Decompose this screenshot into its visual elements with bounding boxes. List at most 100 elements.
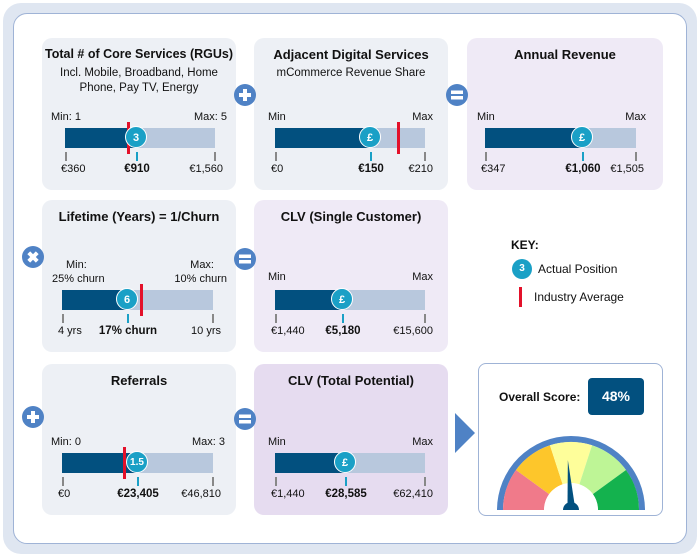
max-tick [635, 152, 637, 161]
card-subtitle-line1: Incl. Mobile, Broadband, Home [60, 67, 218, 79]
equals-operator-icon [234, 408, 256, 430]
min-value-label: €360 [61, 163, 86, 175]
key-actual-position-label: Actual Position [538, 262, 618, 276]
max-tick [424, 477, 426, 486]
card-title: CLV (Total Potential) [288, 373, 414, 388]
equals-operator-icon [446, 84, 468, 106]
industry-average-marker-icon [519, 287, 522, 307]
bar-track [275, 128, 425, 148]
value-tick [127, 314, 129, 323]
max-value-label: €210 [408, 163, 433, 175]
current-value-label: €910 [124, 163, 150, 175]
bar-fill [62, 453, 138, 473]
card-clv-total: CLV (Total Potential) Min Max £ €1,440 €28… [254, 364, 448, 515]
card-annual-revenue: Annual Revenue Min Max £ €347 €1,060 €1,505 [467, 38, 663, 190]
card-subtitle: mCommerce Revenue Share [276, 67, 426, 79]
actual-position-marker: 3 [125, 126, 147, 148]
min-tick [62, 314, 64, 323]
min-value-label: €1,440 [271, 325, 305, 337]
gauge-needle [567, 460, 575, 505]
max-label-line1: Max: [190, 259, 214, 271]
max-tick [212, 314, 214, 323]
value-tick [370, 152, 372, 161]
min-label: Min [268, 271, 286, 283]
min-tick [65, 152, 67, 161]
max-value-label: €15,600 [393, 325, 433, 337]
min-value-label: €0 [58, 488, 71, 500]
gauge-segment [549, 442, 593, 485]
max-tick [424, 314, 426, 323]
overall-score-panel: Overall Score: 48% [478, 363, 663, 516]
max-value-label: €1,505 [610, 163, 644, 175]
max-tick [214, 152, 216, 161]
plus-operator-icon [22, 406, 44, 428]
bar-fill [275, 128, 371, 148]
card-subtitle-line2: Phone, Pay TV, Energy [79, 82, 199, 94]
card-lifetime: Lifetime (Years) = 1/Churn Min: 25% chur… [42, 200, 236, 352]
current-value-label: €23,405 [117, 488, 159, 500]
value-tick [137, 477, 139, 486]
gauge-needle-hub [563, 502, 579, 510]
min-value-label: 4 yrs [58, 325, 82, 337]
max-label: Max [625, 111, 646, 123]
card-title: Lifetime (Years) = 1/Churn [58, 209, 220, 224]
min-label: Min [477, 111, 495, 123]
max-tick [212, 477, 214, 486]
bar-fill [275, 290, 343, 310]
min-label-line2: 25% churn [52, 273, 105, 285]
min-tick [275, 152, 277, 161]
value-tick [345, 477, 347, 486]
min-value-label: €0 [271, 163, 284, 175]
actual-position-marker: 1.5 [126, 451, 148, 473]
value-tick [136, 152, 138, 161]
industry-average-marker [397, 122, 400, 154]
equals-operator-icon [234, 248, 256, 270]
card-title: Referrals [110, 373, 168, 388]
current-value-label: €5,180 [325, 325, 361, 337]
value-tick [582, 152, 584, 161]
gauge-segment [503, 470, 550, 510]
card-clv-single: CLV (Single Customer) Min Max £ €1,440 €5,… [254, 200, 448, 352]
score-gauge [497, 436, 645, 510]
max-value-label: €1,560 [189, 163, 223, 175]
max-label: Max: 3 [191, 436, 225, 448]
min-label-line1: Min: [66, 259, 87, 271]
key-title: KEY: [511, 238, 539, 252]
max-value-label: 10 yrs [191, 325, 221, 337]
max-tick [424, 152, 426, 161]
max-label: Max: 5 [193, 111, 227, 123]
max-label: Max [412, 271, 433, 283]
min-tick [275, 314, 277, 323]
min-tick [485, 152, 487, 161]
min-tick [275, 477, 277, 486]
bar-fill [62, 290, 128, 310]
overall-score-badge: 48% [588, 378, 644, 415]
min-label: Min [268, 111, 286, 123]
gauge-segment [579, 445, 627, 495]
max-value-label: €46,810 [181, 488, 221, 500]
current-value-label: €1,060 [565, 163, 601, 175]
min-label: Min: 1 [51, 111, 81, 123]
card-digital-services: Adjacent Digital Services mCommerce Reve… [254, 38, 448, 190]
card-title: Annual Revenue [514, 47, 616, 62]
bar-fill [65, 128, 137, 148]
current-value-label: 17% churn [98, 325, 158, 337]
actual-position-marker: £ [334, 451, 356, 473]
industry-average-marker [140, 284, 143, 316]
arrow-right-icon [455, 413, 475, 453]
value-tick [342, 314, 344, 323]
plus-operator-icon [234, 84, 256, 106]
overall-score-label: Overall Score: [499, 390, 581, 404]
actual-position-marker: £ [571, 126, 593, 148]
actual-position-marker: £ [359, 126, 381, 148]
max-value-label: €62,410 [393, 488, 433, 500]
bar-fill [275, 453, 346, 473]
gauge-segment [515, 445, 563, 495]
times-operator-icon [22, 246, 44, 268]
max-label: Max [412, 111, 433, 123]
bar-track [485, 128, 636, 148]
current-value-label: €150 [358, 163, 384, 175]
card-title: CLV (Single Customer) [280, 209, 422, 224]
min-tick [62, 477, 64, 486]
industry-average-marker [123, 447, 126, 479]
